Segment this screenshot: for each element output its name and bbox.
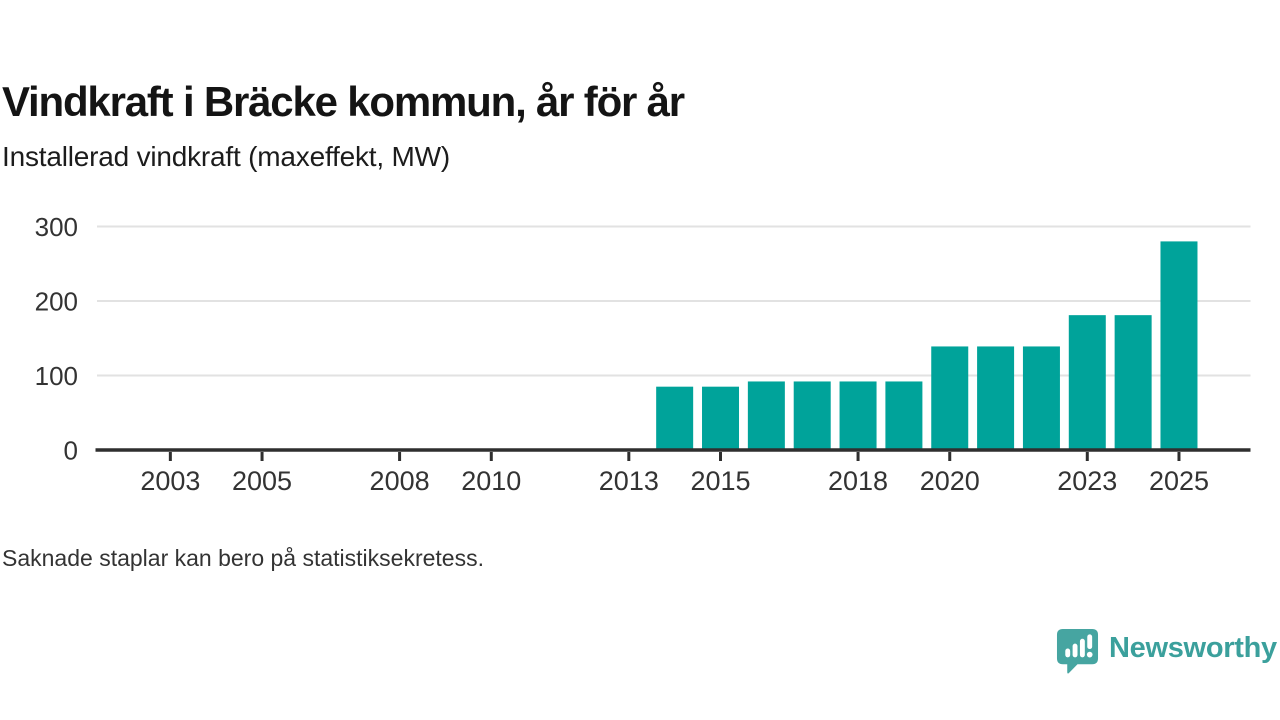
bar-2018 <box>839 381 877 451</box>
chart-title: Vindkraft i Bräcke kommun, år för år <box>2 78 685 126</box>
x-tick-label-2005: 2005 <box>232 466 292 496</box>
x-tick-label-2010: 2010 <box>461 466 521 496</box>
bar-2025 <box>1160 241 1198 451</box>
newsworthy-logo-icon <box>1056 629 1099 674</box>
bar-2022 <box>1022 346 1060 451</box>
x-tick-label-2013: 2013 <box>599 466 659 496</box>
footnote: Saknade staplar kan bero på statistiksek… <box>2 545 484 571</box>
x-tick-label-2008: 2008 <box>370 466 430 496</box>
y-tick-label-300: 300 <box>35 212 78 242</box>
bar-2015 <box>702 386 740 451</box>
x-tick-label-2023: 2023 <box>1057 466 1117 496</box>
logo-text: Newsworthy <box>1109 631 1277 664</box>
y-tick-label-0: 0 <box>64 436 78 466</box>
x-tick-label-2025: 2025 <box>1149 466 1209 496</box>
bar-2023 <box>1068 315 1106 451</box>
bar-2019 <box>885 381 923 451</box>
bar-2021 <box>977 346 1015 451</box>
y-tick-label-200: 200 <box>35 287 78 317</box>
chart-subtitle: Installerad vindkraft (maxeffekt, MW) <box>2 141 450 172</box>
x-tick-label-2015: 2015 <box>690 466 750 496</box>
x-tick-label-2003: 2003 <box>140 466 200 496</box>
bar-2024 <box>1114 315 1152 451</box>
newsworthy-logo: Newsworthy <box>1056 628 1277 674</box>
bar-2017 <box>793 381 831 451</box>
bar-2016 <box>747 381 785 451</box>
bar-2014 <box>656 386 694 451</box>
bar-2020 <box>931 346 969 451</box>
y-tick-label-100: 100 <box>35 361 78 391</box>
x-tick-label-2018: 2018 <box>828 466 888 496</box>
x-tick-label-2020: 2020 <box>920 466 980 496</box>
